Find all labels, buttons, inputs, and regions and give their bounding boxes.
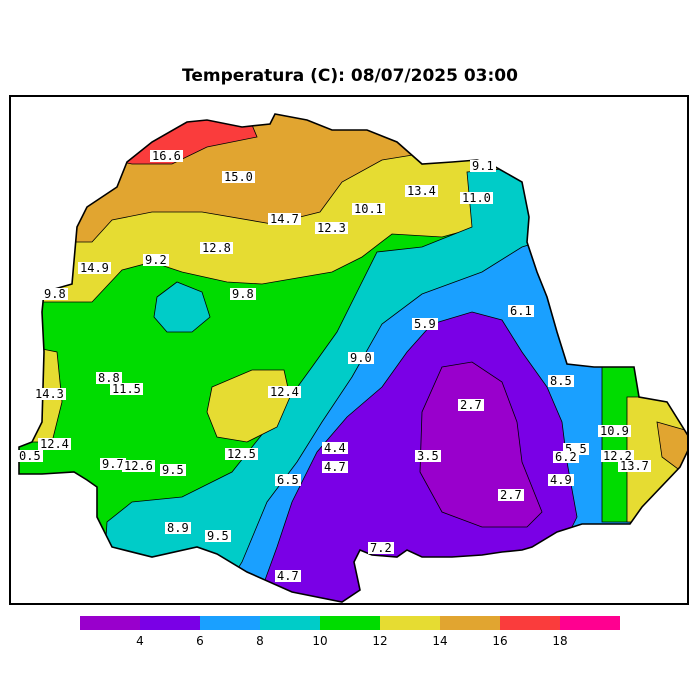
- colorbar-tick-label: 18: [552, 634, 568, 648]
- station-value-label: 13.7: [618, 459, 651, 473]
- station-value-label: 9.8: [230, 287, 256, 301]
- station-value-label: 9.1: [470, 159, 496, 173]
- station-value-label: 14.7: [268, 212, 301, 226]
- station-value-label: 6.5: [275, 473, 301, 487]
- station-value-label: 12.8: [200, 241, 233, 255]
- station-value-label: 6.2: [553, 450, 579, 464]
- station-value-label: 5.9: [412, 317, 438, 331]
- station-value-label: 9.5: [205, 529, 231, 543]
- station-value-label: 2.7: [458, 398, 484, 412]
- station-value-label: 11.5: [110, 382, 143, 396]
- station-value-label: 16.6: [150, 149, 183, 163]
- station-value-label: 4.7: [275, 569, 301, 583]
- station-value-label: 8.9: [165, 521, 191, 535]
- colorbar-segment: [380, 616, 440, 630]
- station-value-label: 8.8: [96, 371, 122, 385]
- station-value-label: 3.5: [415, 449, 441, 463]
- station-value-label: 7.2: [368, 541, 394, 555]
- station-value-label: 15.0: [222, 170, 255, 184]
- colorbar-tick-label: 16: [492, 634, 508, 648]
- station-value-label: 8.5: [548, 374, 574, 388]
- station-value-label: 10.1: [352, 202, 385, 216]
- station-value-label: 12.3: [315, 221, 348, 235]
- state-outline: [18, 113, 687, 603]
- station-value-label: 0.5: [17, 449, 43, 463]
- station-value-label: 12.4: [268, 385, 301, 399]
- station-value-label: 12.5: [225, 447, 258, 461]
- zone-2-4: [419, 361, 543, 528]
- station-value-label: 9.7: [100, 457, 126, 471]
- colorbar-tick-label: 14: [432, 634, 448, 648]
- colorbar-tick-label: 4: [136, 634, 144, 648]
- colorbar-segment: [200, 616, 260, 630]
- colorbar-tick-label: 8: [256, 634, 264, 648]
- station-value-label: 4.7: [322, 460, 348, 474]
- station-value-label: 13.4: [405, 184, 438, 198]
- colorbar-segment: [260, 616, 320, 630]
- station-value-label: 2.7: [498, 488, 524, 502]
- colorbar: [80, 616, 620, 630]
- colorbar-segment: [500, 616, 560, 630]
- colorbar-tick-label: 12: [372, 634, 388, 648]
- colorbar-tick-label: 10: [312, 634, 328, 648]
- station-value-label: 14.9: [78, 261, 111, 275]
- temperature-map: [18, 113, 687, 603]
- colorbar-segment: [80, 616, 140, 630]
- map-title: Temperatura (C): 08/07/2025 03:00: [182, 66, 518, 86]
- colorbar-segment: [560, 616, 620, 630]
- station-value-label: 12.2: [601, 449, 634, 463]
- station-value-label: 9.5: [160, 463, 186, 477]
- station-value-label: 11.0: [460, 191, 493, 205]
- colorbar-tick-label: 6: [196, 634, 204, 648]
- station-value-label: 4.4: [322, 441, 348, 455]
- station-value-label: 6.1: [508, 304, 534, 318]
- colorbar-segment: [140, 616, 200, 630]
- map-frame: [9, 95, 689, 605]
- station-value-label: 10.9: [598, 424, 631, 438]
- station-value-label: 14.3: [33, 387, 66, 401]
- zone-8-10-island: [153, 281, 211, 333]
- station-value-label: 9.0: [348, 351, 374, 365]
- station-value-label: 9.8: [42, 287, 68, 301]
- station-value-label: 12.6: [122, 459, 155, 473]
- station-value-label: 4.9: [548, 473, 574, 487]
- station-value-label: 12.4: [38, 437, 71, 451]
- colorbar-segment: [440, 616, 500, 630]
- station-value-label: 9.2: [143, 253, 169, 267]
- colorbar-segment: [320, 616, 380, 630]
